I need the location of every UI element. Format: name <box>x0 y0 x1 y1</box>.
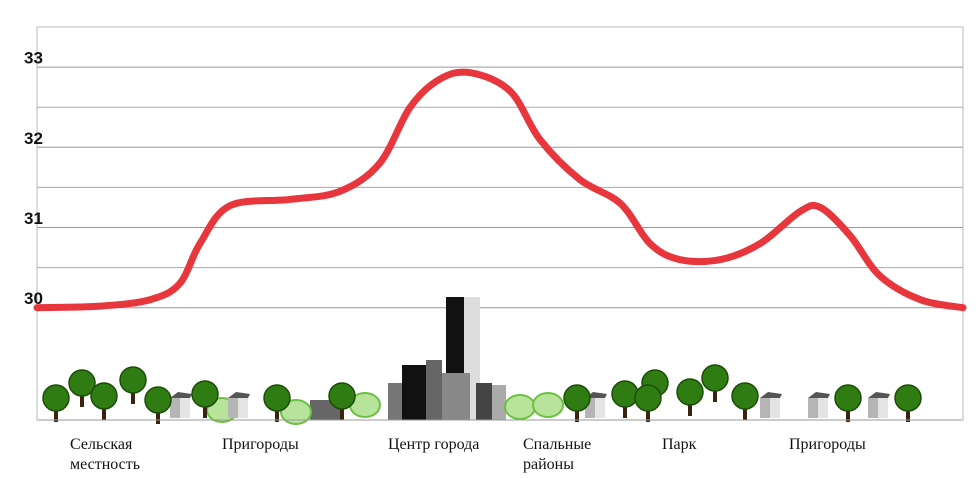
illustration <box>42 297 922 425</box>
y-tick-label: 31 <box>24 209 43 228</box>
zone-label: Пригороды <box>789 436 866 453</box>
zone-label: местность <box>70 456 140 473</box>
y-tick-label: 32 <box>24 129 43 148</box>
zone-label: районы <box>523 456 574 473</box>
zone-label: Спальные <box>523 436 591 453</box>
zone-label: Сельская <box>70 436 133 453</box>
y-tick-label: 33 <box>24 49 43 68</box>
zone-label: Центр города <box>388 436 479 453</box>
zone-label: Парк <box>662 436 697 453</box>
temperature-line <box>33 68 967 312</box>
y-tick-label: 30 <box>24 289 43 308</box>
zone-label: Пригороды <box>222 436 299 453</box>
